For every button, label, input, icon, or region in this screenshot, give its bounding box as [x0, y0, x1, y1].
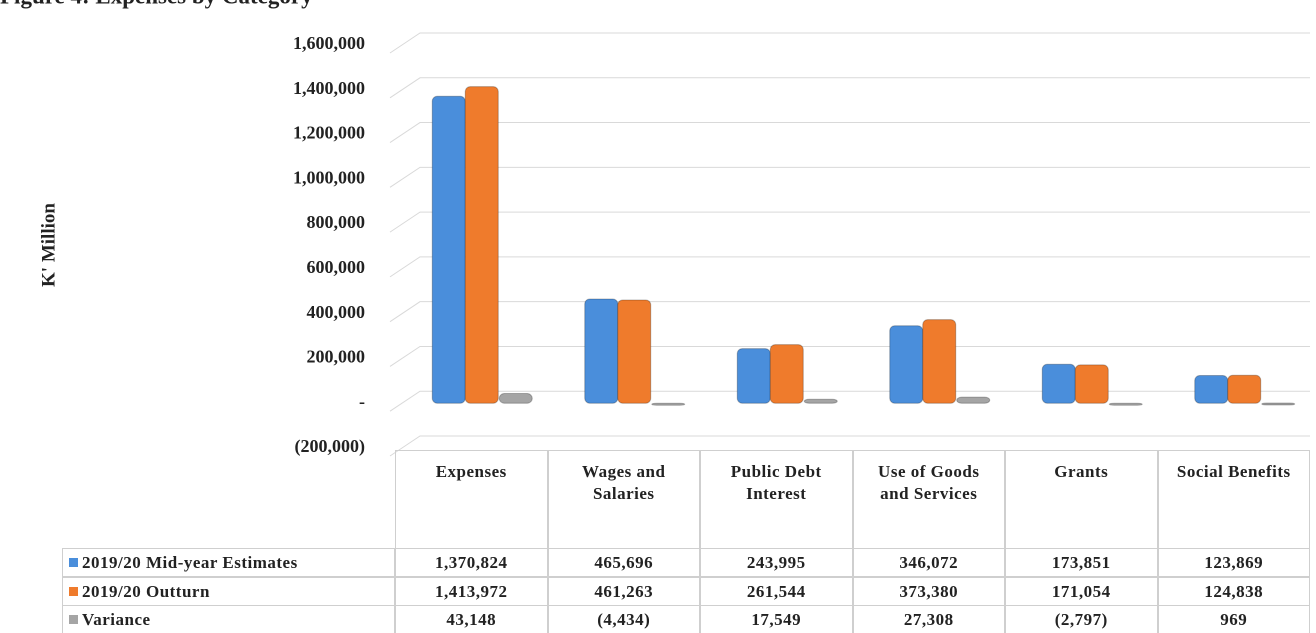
bar — [464, 86, 499, 404]
legend-entry: Variance — [62, 605, 395, 633]
table-value-text: 1,370,824 — [435, 552, 508, 572]
table-value: 43,148 — [395, 605, 548, 633]
y-tick-label: 400,000 — [307, 302, 366, 322]
legend-swatch — [69, 615, 78, 624]
category-header: Social Benefits — [1157, 450, 1310, 549]
table-value: 461,263 — [547, 577, 700, 606]
category-header-text: Use of Goods and Services — [878, 462, 980, 503]
category-header: Use of Goods and Services — [852, 450, 1005, 549]
bar — [1108, 402, 1143, 406]
table-value: 173,851 — [1005, 548, 1158, 577]
table-value: 346,072 — [852, 548, 1005, 577]
table-value-text: 461,263 — [594, 581, 654, 601]
category-header-text: Grants — [1054, 462, 1109, 481]
legend-entry: 2019/20 Outturn — [62, 577, 395, 606]
table-value-text: 969 — [1220, 609, 1248, 629]
bar — [1194, 374, 1229, 404]
grid-line — [389, 435, 1310, 457]
table-value: 124,838 — [1157, 577, 1310, 606]
legend-entry: 2019/20 Mid-year Estimates — [62, 548, 395, 577]
bar — [617, 299, 652, 404]
table-value-text: 17,549 — [751, 609, 802, 629]
bar — [651, 402, 686, 406]
table-value-text: 171,054 — [1051, 581, 1111, 601]
category-header: Expenses — [395, 450, 548, 549]
table-value-text: 346,072 — [899, 552, 959, 572]
y-tick-label: (200,000) — [295, 436, 366, 457]
table-value-text: 124,838 — [1204, 581, 1264, 601]
y-tick-label: 600,000 — [307, 257, 366, 277]
table-value-text: 173,851 — [1051, 552, 1111, 572]
table-value-text: (4,434) — [597, 609, 651, 629]
table-value: 261,544 — [700, 577, 853, 606]
category-header-text: Expenses — [435, 462, 507, 481]
table-value: 243,995 — [700, 548, 853, 577]
chart-title: Figure 4: Expenses by Category — [0, 0, 313, 8]
table-value-text: 43,148 — [446, 609, 497, 629]
grid-line — [389, 390, 1310, 412]
bar — [1074, 364, 1109, 404]
category-header-text: Public Debt Interest — [730, 462, 822, 503]
table-value: 27,308 — [852, 605, 1005, 633]
bar — [1041, 363, 1076, 404]
y-tick-label: - — [359, 391, 365, 411]
table-value-text: 243,995 — [746, 552, 806, 572]
bar — [922, 319, 957, 404]
y-tick-label: 1,200,000 — [293, 123, 365, 143]
table-value-text: 465,696 — [594, 552, 654, 572]
grid-line — [389, 345, 1310, 367]
legend-label: 2019/20 Outturn — [82, 581, 210, 601]
table-value: (4,434) — [547, 605, 700, 633]
y-tick-label: 800,000 — [307, 212, 366, 232]
bar — [431, 95, 466, 404]
bar — [956, 396, 991, 404]
table-value: 17,549 — [700, 605, 853, 633]
table-value-text: 261,544 — [746, 581, 806, 601]
grid-line — [389, 301, 1310, 323]
table-value: 171,054 — [1005, 577, 1158, 606]
y-tick-label: 200,000 — [307, 347, 366, 367]
bar — [769, 344, 804, 404]
bar — [889, 325, 924, 404]
category-header-text: Social Benefits — [1176, 462, 1291, 481]
table-value: 1,370,824 — [395, 548, 548, 577]
grid-line — [389, 256, 1310, 278]
bar — [803, 398, 838, 404]
table-value: 373,380 — [852, 577, 1005, 606]
y-tick-label: 1,600,000 — [293, 33, 365, 53]
bar — [1227, 374, 1262, 404]
y-axis-label: K' Million — [38, 203, 59, 287]
grid-line — [389, 211, 1310, 233]
table-value: 465,696 — [547, 548, 700, 577]
legend-label: Variance — [82, 609, 151, 629]
bar — [498, 393, 533, 404]
bar — [584, 298, 619, 404]
table-value: 123,869 — [1157, 548, 1310, 577]
grid-line — [389, 32, 1310, 54]
table-value: 969 — [1157, 605, 1310, 633]
table-value-text: 373,380 — [899, 581, 959, 601]
table-value-text: 27,308 — [903, 609, 954, 629]
category-header: Grants — [1005, 450, 1158, 549]
table-value: 1,413,972 — [395, 577, 548, 606]
grid-line — [389, 77, 1310, 99]
legend-swatch — [69, 587, 78, 596]
y-tick-label: 1,400,000 — [293, 78, 365, 98]
table-value-text: 123,869 — [1204, 552, 1264, 572]
legend-label: 2019/20 Mid-year Estimates — [82, 552, 298, 572]
category-header-text: Wages and Salaries — [582, 462, 666, 503]
bar — [1261, 402, 1296, 406]
category-header: Public Debt Interest — [700, 450, 853, 549]
table-value-text: 1,413,972 — [435, 581, 508, 601]
grid-line — [389, 166, 1310, 188]
table-value-text: (2,797) — [1054, 609, 1108, 629]
category-header: Wages and Salaries — [547, 450, 700, 549]
legend-swatch — [69, 558, 78, 567]
table-value: (2,797) — [1005, 605, 1158, 633]
y-tick-label: 1,000,000 — [293, 167, 365, 187]
grid-line — [389, 122, 1310, 143]
bar — [736, 348, 771, 404]
